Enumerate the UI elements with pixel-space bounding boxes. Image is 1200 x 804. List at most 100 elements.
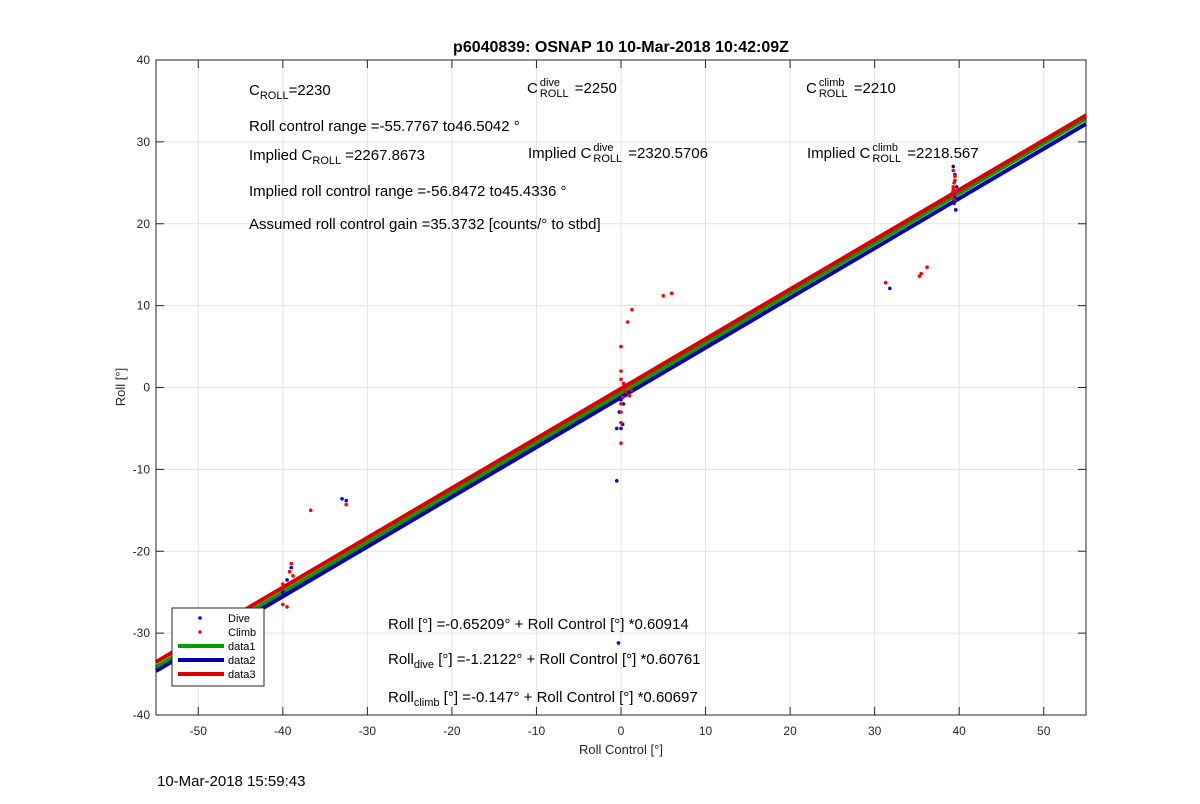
c-roll-value: =2230 xyxy=(288,82,331,99)
climb-superscript: climb xyxy=(872,142,899,154)
x-tick-label: -40 xyxy=(274,724,292,738)
dive-point xyxy=(289,565,294,570)
fit-equation-dive: Rolldive [°] =-1.2122° + Roll Control [°… xyxy=(388,651,701,671)
x-tick-label: -30 xyxy=(359,724,377,738)
dive-point xyxy=(888,286,892,291)
implied-roll-control-range: Implied roll control range =-56.8472 to4… xyxy=(249,183,567,200)
climb-point xyxy=(620,395,625,400)
x-tick-label: 40 xyxy=(953,724,967,738)
fit-equation-all: Roll [°] =-0.65209° + Roll Control [°] *… xyxy=(388,616,689,633)
y-tick-label: -30 xyxy=(133,626,151,640)
climb-point xyxy=(925,265,929,269)
fit-line-data1 xyxy=(154,116,1088,669)
x-axis-label: Roll Control [°] xyxy=(579,742,663,757)
climb-point xyxy=(344,502,349,507)
c-letter: C xyxy=(301,147,313,164)
c-dive-value: =2250 xyxy=(570,79,617,97)
climb-point xyxy=(619,369,623,373)
data-points xyxy=(200,164,959,645)
assumed-roll-control-gain: Assumed roll control gain =35.3732 [coun… xyxy=(249,216,601,233)
x-tick-label: -50 xyxy=(190,724,208,738)
dive-point xyxy=(616,641,621,645)
fit-climb-subscript: climb xyxy=(413,697,440,709)
timestamp: 10-Mar-2018 15:59:43 xyxy=(157,773,306,790)
c-climb-value: =2210 xyxy=(849,79,896,97)
chart-title: p6040839: OSNAP 10 10-Mar-2018 10:42:09Z xyxy=(453,39,789,56)
fit-climb-rhs: [°] =-0.147° + Roll Control [°] *0.60697 xyxy=(439,689,698,706)
x-tick-label: 50 xyxy=(1037,724,1051,738)
roll-subscript: ROLL xyxy=(259,90,289,102)
c-letter: C xyxy=(806,79,817,97)
fit-line-data3 xyxy=(154,113,1088,664)
x-tick-label: 0 xyxy=(618,724,625,738)
dive-point xyxy=(954,208,958,212)
climb-point xyxy=(308,508,313,513)
y-tick-label: -40 xyxy=(133,708,151,722)
roll-subscript: ROLL xyxy=(539,88,569,100)
legend-label-dive: Dive xyxy=(228,613,250,625)
x-tick-label: 20 xyxy=(783,724,797,738)
y-tick-label: 30 xyxy=(137,135,151,149)
y-tick-label: 40 xyxy=(137,53,151,67)
climb-point xyxy=(619,441,623,445)
fit-dive-subscript: dive xyxy=(413,659,435,671)
dive-point xyxy=(281,590,285,594)
climb-point xyxy=(669,291,674,296)
y-axis-label: Roll [°] xyxy=(113,368,128,406)
implied-prefix: Implied xyxy=(807,144,860,162)
legend-marker-climb xyxy=(198,630,202,634)
climb-point xyxy=(281,582,285,586)
x-tick-label: -20 xyxy=(443,724,461,738)
dive-superscript: dive xyxy=(593,142,614,154)
climb-point xyxy=(619,377,623,382)
climb-point xyxy=(629,388,633,392)
climb-point xyxy=(619,402,623,406)
climb-point xyxy=(951,168,956,173)
climb-point xyxy=(289,561,294,566)
y-tick-label: 10 xyxy=(137,299,151,313)
implied-c-climb-value: =2218.567 xyxy=(903,144,979,162)
climb-point xyxy=(287,569,292,574)
dive-point xyxy=(619,426,623,431)
c-letter: C xyxy=(527,79,538,97)
fit-equation-climb: Rollclimb [°] =-0.147° + Roll Control [°… xyxy=(388,689,698,709)
legend-label-data3: data3 xyxy=(228,669,256,681)
y-tick-label: -20 xyxy=(133,544,151,558)
dive-point xyxy=(951,164,956,169)
implied-c-roll-annotation: Implied CROLL =2267.8673 xyxy=(249,147,425,167)
dive-point xyxy=(952,201,956,206)
c-letter: C xyxy=(249,82,260,99)
y-tick-label: 20 xyxy=(137,217,151,231)
legend-label-climb: Climb xyxy=(228,627,256,639)
dive-point xyxy=(621,402,626,406)
c-roll-annotation: CROLL=2230 xyxy=(249,82,331,102)
dive-point xyxy=(344,498,349,503)
implied-c-roll-value: =2267.8673 xyxy=(341,147,425,164)
ticks: -50 -40 -30 -20 -10 0 10 20 30 40 50 -40 -30 -20 -10 0 1… xyxy=(133,53,1086,738)
climb-superscript: climb xyxy=(818,77,845,89)
dive-point xyxy=(614,426,619,431)
legend-label-data1: data1 xyxy=(228,641,256,653)
y-tick-label: 0 xyxy=(143,381,150,395)
climb-point xyxy=(625,320,630,324)
implied-prefix: Implied xyxy=(528,144,581,162)
legend: Dive Climb data1 data2 data3 xyxy=(171,607,265,687)
climb-point xyxy=(291,574,295,578)
x-tick-label: 10 xyxy=(699,724,713,738)
legend-marker-dive xyxy=(198,616,202,620)
c-letter: C xyxy=(580,144,592,162)
climb-point xyxy=(950,190,955,195)
roll-subscript: ROLL xyxy=(593,153,623,165)
implied-prefix: Implied xyxy=(249,147,302,164)
climb-point xyxy=(952,197,956,201)
y-tick-label: -10 xyxy=(133,462,151,476)
legend-label-data2: data2 xyxy=(228,655,256,667)
roll-subscript: ROLL xyxy=(818,88,848,100)
dive-superscript: dive xyxy=(539,77,561,89)
x-tick-label: 30 xyxy=(868,724,882,738)
climb-point xyxy=(619,410,623,414)
